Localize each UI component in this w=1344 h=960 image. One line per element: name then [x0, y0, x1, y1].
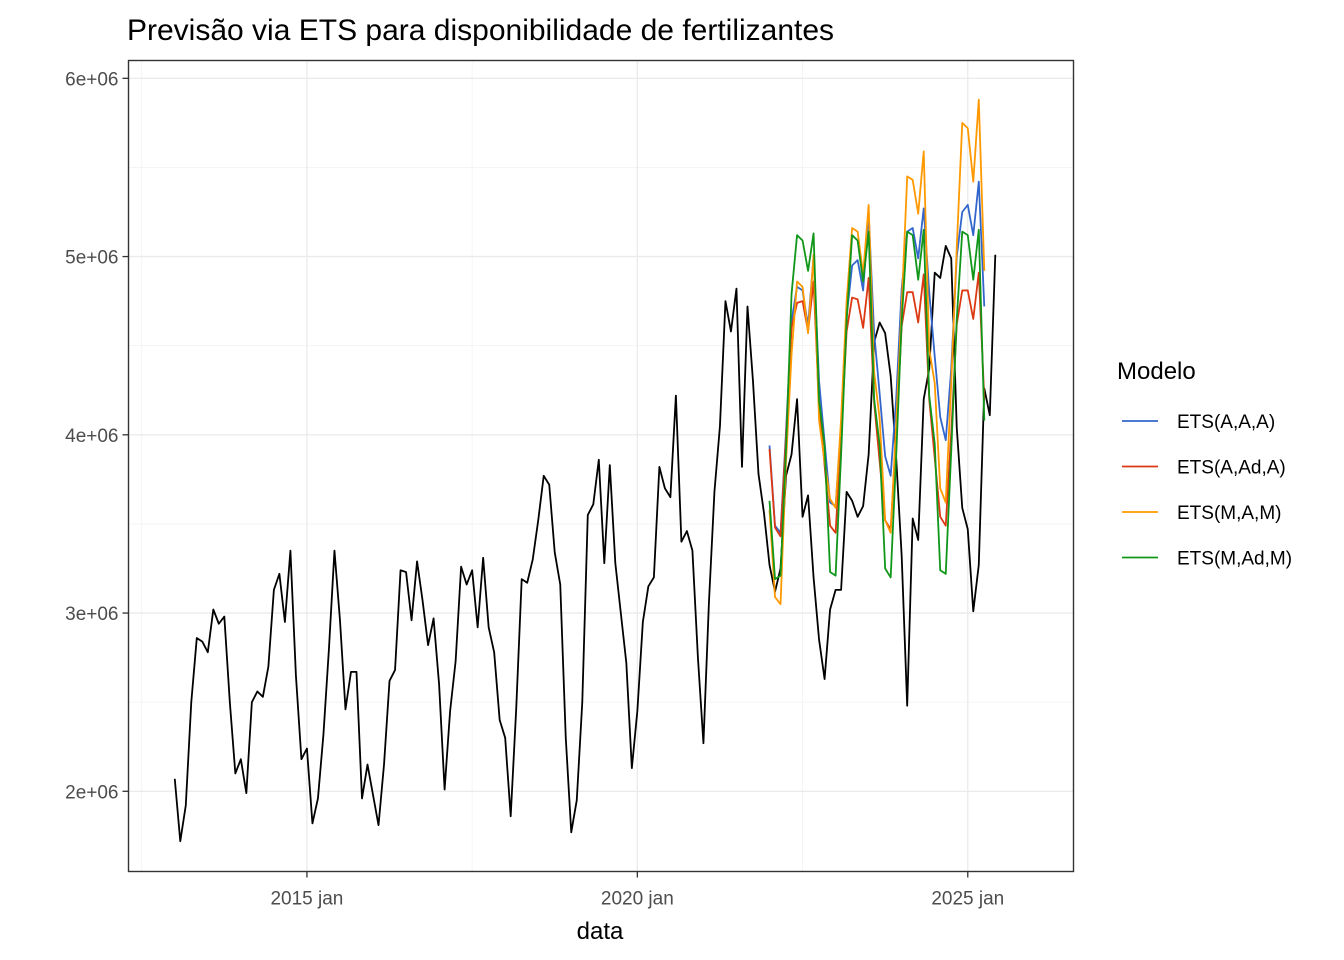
series-layer [173, 98, 997, 843]
legend: Modelo ETS(A,A,A) ETS(A,Ad,A) ETS(M,A,M) ET… [1117, 358, 1292, 570]
chart-title: Previsão via ETS para disponibilidade de… [127, 14, 834, 47]
y-tick-label: 6e+06 [65, 69, 118, 90]
x-tick-label: 2015 jan [270, 889, 343, 910]
plot-border [127, 59, 1075, 873]
y-tick-label: 5e+06 [65, 248, 118, 269]
y-tick-label: 3e+06 [65, 604, 118, 625]
series-line-ets-m-a-m [768, 98, 986, 606]
legend-label-ets-a-a-a: ETS(A,A,A) [1177, 412, 1275, 433]
y-tick-label: 2e+06 [65, 782, 118, 803]
legend-label-ets-m-a-m: ETS(M,A,M) [1177, 503, 1282, 524]
axes: 2e+06 3e+06 4e+06 5e+06 6e+06 2015 jan 2020 ja… [65, 69, 1004, 909]
series-line-observado [173, 244, 997, 843]
x-axis-title: data [577, 918, 624, 945]
y-tick-label: 4e+06 [65, 426, 118, 447]
x-tick-label: 2020 jan [601, 889, 674, 910]
series-line-ets-m-ad-m [768, 228, 986, 581]
legend-label-ets-m-ad-m: ETS(M,Ad,M) [1177, 549, 1292, 570]
grid [128, 60, 1074, 872]
x-tick-label: 2025 jan [931, 889, 1004, 910]
legend-label-ets-a-ad-a: ETS(A,Ad,A) [1177, 458, 1286, 479]
legend-title: Modelo [1117, 358, 1196, 385]
